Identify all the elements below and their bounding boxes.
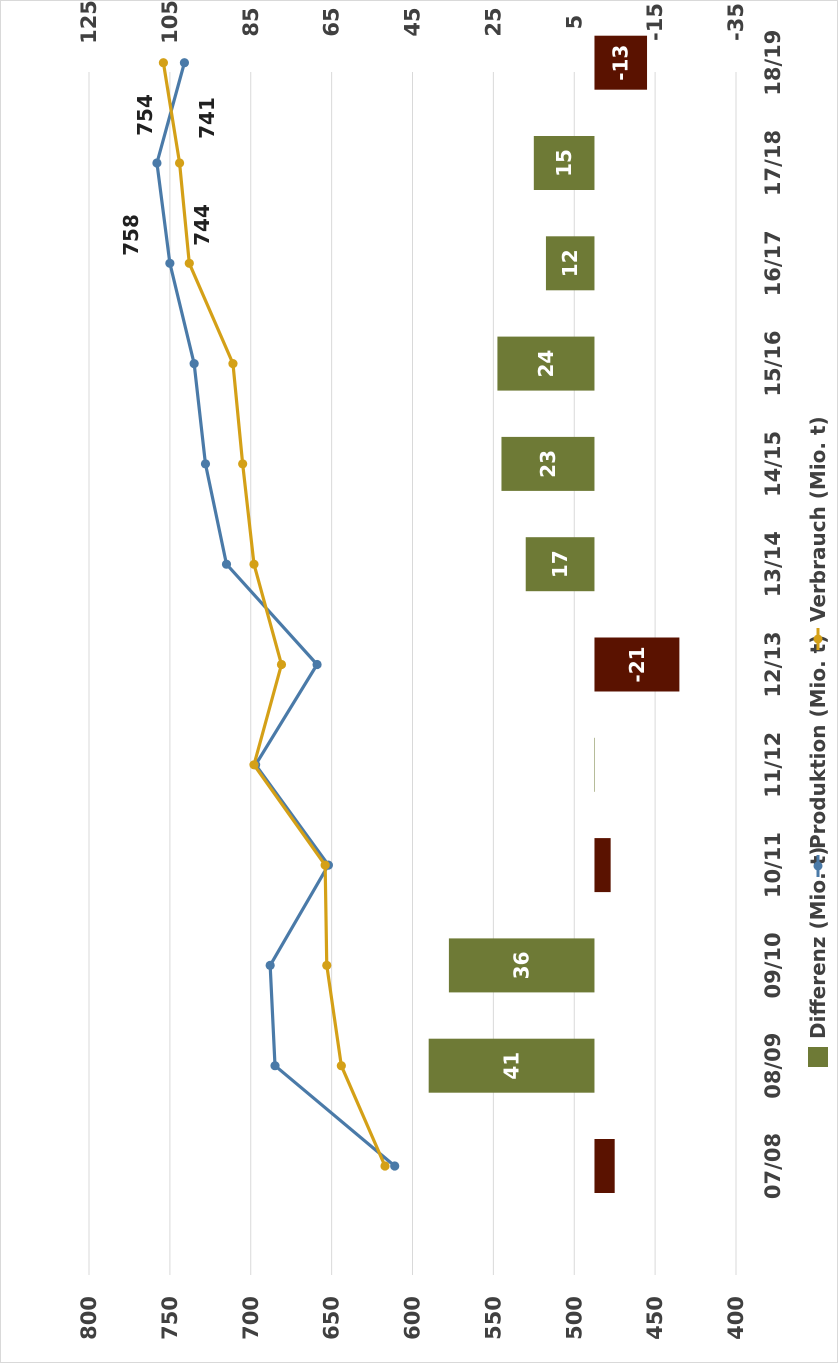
bar: [594, 737, 595, 792]
secondary-tick-label: 125: [77, 0, 101, 44]
bar: [545, 236, 595, 291]
secondary-tick-label: 105: [158, 0, 182, 44]
bar-data-label: 41: [500, 1052, 524, 1080]
line-data-label: 754: [133, 94, 157, 136]
legend-marker: [813, 861, 823, 871]
series-point: [390, 1161, 400, 1171]
bar-data-label: -13: [609, 45, 633, 81]
series-point: [249, 760, 259, 770]
series-line: [155, 62, 396, 1168]
legend-marker: [813, 634, 823, 644]
series-point: [265, 960, 275, 971]
legend-label: Produktion (Mio. t): [806, 635, 830, 849]
series-point: [158, 58, 169, 68]
secondary-tick-label: 45: [401, 7, 425, 36]
category-label: 10/11: [761, 832, 785, 898]
series-point: [320, 860, 330, 870]
bar: [594, 637, 680, 692]
primary-tick-label: 450: [643, 1296, 667, 1340]
bar-data-label: 24: [534, 350, 558, 378]
bar-data-label: 23: [536, 450, 560, 478]
bar-data-label: 17: [548, 550, 572, 578]
category-label: 07/08: [761, 1133, 785, 1199]
bar-data-label: -21: [625, 646, 649, 682]
series-point: [270, 1061, 280, 1071]
bar: [594, 35, 648, 90]
series-point: [249, 559, 259, 569]
category-label: 11/12: [761, 732, 785, 798]
category-label: 14/15: [761, 431, 785, 497]
primary-tick-label: 700: [239, 1296, 263, 1340]
bar: [448, 938, 595, 993]
category-label: 15/16: [761, 331, 785, 397]
series-point: [200, 459, 211, 469]
category-label: 08/09: [761, 1033, 785, 1099]
bar: [594, 1139, 615, 1193]
series-line: [161, 62, 387, 1167]
legend-label: Differenz (Mio. t): [806, 847, 830, 1039]
line-data-label: 758: [119, 214, 143, 256]
legend-label: Verbrauch (Mio. t): [806, 416, 830, 622]
category-label: 17/18: [761, 130, 785, 196]
series-point: [336, 1061, 346, 1071]
secondary-tick-label: -35: [724, 3, 748, 41]
bar-data-label: 15: [552, 149, 576, 177]
category-label: 12/13: [761, 631, 785, 697]
series-point: [238, 459, 248, 469]
legend: Differenz (Mio. t)Produktion (Mio. t) Ver…: [806, 416, 830, 1067]
category-label: 13/14: [761, 531, 785, 597]
bar: [428, 1038, 595, 1093]
legend-swatch: [808, 1047, 828, 1067]
series-point: [276, 659, 287, 670]
series-point: [380, 1161, 390, 1171]
secondary-tick-label: 65: [320, 7, 344, 36]
series-point: [189, 359, 199, 369]
series-point: [179, 58, 190, 68]
primary-tick-label: 400: [724, 1296, 748, 1340]
series-point: [174, 158, 185, 168]
series-point: [165, 258, 175, 268]
primary-tick-label: 750: [158, 1296, 182, 1340]
series-point: [184, 258, 194, 268]
bar: [501, 436, 595, 491]
secondary-tick-label: -15: [643, 3, 667, 41]
bar: [533, 136, 595, 190]
series-point: [312, 659, 322, 670]
secondary-tick-label: 25: [481, 7, 505, 36]
line-data-label: 744: [190, 204, 214, 246]
category-label: 16/17: [761, 230, 785, 296]
secondary-tick-label: 85: [239, 7, 263, 36]
bar-data-label: 36: [510, 951, 534, 979]
bar: [594, 838, 611, 893]
primary-tick-label: 550: [481, 1296, 505, 1340]
line-data-label: 741: [195, 97, 219, 139]
bar: [525, 537, 595, 592]
bars: [428, 35, 680, 1193]
series-point: [221, 559, 232, 569]
category-label: 09/10: [761, 932, 785, 998]
bar-data-label: 12: [558, 249, 582, 277]
category-label: 18/19: [761, 30, 785, 96]
primary-tick-label: 500: [562, 1296, 586, 1340]
primary-tick-label: 800: [77, 1296, 101, 1340]
lines: [152, 58, 400, 1171]
primary-tick-label: 650: [320, 1296, 344, 1340]
series-point: [152, 158, 162, 168]
series-point: [228, 359, 238, 369]
bar: [497, 336, 595, 391]
series-point: [322, 960, 332, 971]
secondary-tick-label: 5: [562, 15, 586, 30]
primary-tick-label: 600: [401, 1296, 425, 1340]
